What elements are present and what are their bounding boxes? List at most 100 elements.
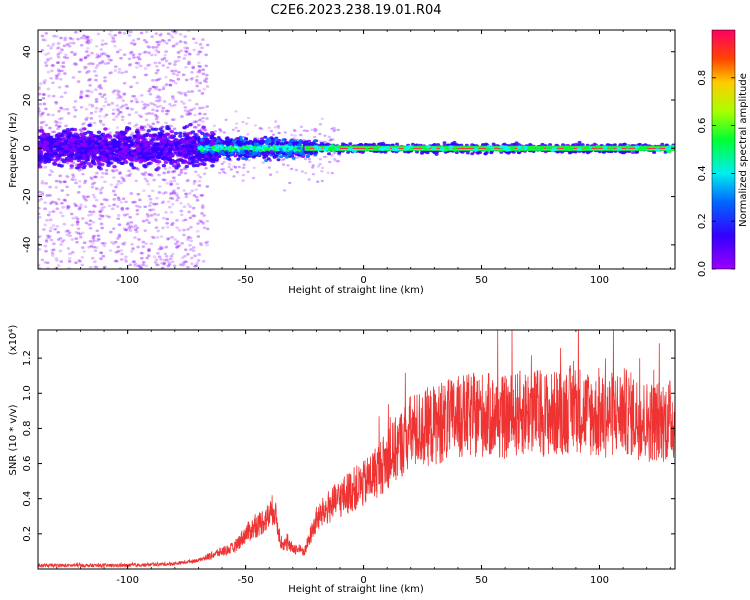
spectrogram-cell bbox=[155, 64, 159, 68]
spectrogram-cell bbox=[98, 217, 102, 221]
spectrogram-cell bbox=[100, 241, 105, 245]
spectrogram-cell bbox=[192, 194, 197, 197]
spectrogram-cell bbox=[139, 115, 143, 119]
spectrogram-cell bbox=[284, 141, 289, 145]
spectrogram-cell bbox=[120, 208, 125, 212]
spectrogram-cell bbox=[69, 37, 73, 40]
spectrogram-cell bbox=[44, 53, 48, 56]
spectrogram-cell bbox=[331, 138, 335, 141]
spectrogram-cell bbox=[79, 105, 84, 109]
spectrogram-cell bbox=[87, 69, 91, 73]
spectrogram-cell bbox=[270, 141, 275, 144]
spectrogram-cell bbox=[125, 107, 130, 110]
spectrogram-cell bbox=[70, 223, 75, 227]
spectrogram-cell bbox=[660, 142, 665, 146]
spectrogram-cell bbox=[135, 209, 140, 212]
spectrogram-cell bbox=[82, 241, 87, 245]
spectrogram-cell bbox=[159, 247, 163, 250]
spectrogram-cell bbox=[42, 228, 46, 231]
spectrogram-cell bbox=[155, 196, 159, 200]
spectrogram-cell bbox=[139, 126, 144, 130]
spectrogram-cell bbox=[177, 149, 183, 153]
spectrogram-cell bbox=[108, 131, 112, 135]
spectrogram-cell bbox=[72, 147, 77, 152]
spectrogram-cell bbox=[183, 254, 187, 258]
spectrogram-cell bbox=[40, 134, 45, 138]
spectrogram-cell bbox=[94, 246, 99, 249]
spectrogram-cell bbox=[198, 65, 203, 68]
spectrogram-cell bbox=[43, 223, 47, 227]
spectrogram-cell bbox=[99, 251, 103, 255]
spectrogram-cell bbox=[136, 133, 141, 137]
spectrogram-cell bbox=[165, 41, 169, 45]
spectrogram-cell bbox=[298, 151, 303, 155]
spectrogram-cell bbox=[128, 224, 133, 228]
spectrogram-cell bbox=[283, 189, 287, 192]
spectrogram-cell bbox=[90, 182, 95, 186]
spectrogram-cell bbox=[42, 120, 46, 124]
spectrogram-cell bbox=[203, 112, 207, 116]
spectrogram-cell bbox=[154, 71, 159, 75]
spectrogram-cell bbox=[185, 46, 190, 50]
spectrogram-cell bbox=[112, 242, 116, 246]
spectrogram-cell bbox=[162, 216, 166, 220]
spectrogram-cell bbox=[81, 122, 85, 126]
spectrogram-cell bbox=[41, 92, 46, 96]
spectrogram-cell bbox=[88, 103, 92, 107]
spectrogram-cell bbox=[171, 97, 175, 101]
spectrogram-cell bbox=[42, 80, 46, 84]
spectrogram-cell bbox=[198, 81, 203, 85]
spectrogram-cell bbox=[38, 109, 42, 113]
spectrogram-cell bbox=[99, 251, 103, 255]
spectrogram-cell bbox=[171, 252, 175, 256]
spectrogram-cell bbox=[114, 240, 118, 244]
spectrogram-cell bbox=[261, 161, 265, 164]
spectrogram-cell bbox=[251, 155, 256, 159]
spectrogram-cell bbox=[75, 166, 80, 170]
spectrogram-cell bbox=[159, 32, 164, 36]
spectrogram-cell bbox=[169, 129, 175, 134]
spectrogram-cell bbox=[56, 61, 61, 64]
spectrogram-cell bbox=[88, 78, 92, 81]
spectrogram-cell bbox=[104, 42, 108, 46]
spectrogram-cell bbox=[232, 165, 236, 168]
spectrogram-cell bbox=[301, 141, 306, 145]
spectrogram-cell bbox=[182, 125, 187, 130]
spectrogram-cell bbox=[45, 153, 50, 157]
spectrogram-cell bbox=[197, 253, 201, 256]
spectrogram-cell bbox=[187, 210, 191, 214]
spectrogram-cell bbox=[84, 221, 89, 225]
spectrogram-cell bbox=[127, 169, 131, 173]
spectrogram-cell bbox=[265, 150, 270, 154]
spectrogram-cell bbox=[98, 109, 103, 113]
spectrogram-cell bbox=[127, 34, 132, 37]
spectrogram-cell bbox=[95, 171, 99, 175]
spectrogram-cell bbox=[52, 148, 57, 153]
spectrogram-cell bbox=[113, 259, 118, 263]
spectrogram-cell bbox=[110, 207, 115, 211]
spectrogram-cell bbox=[118, 147, 123, 151]
spectrogram-cell bbox=[169, 78, 173, 82]
spectrogram-cell bbox=[88, 61, 93, 65]
spectrogram-cell bbox=[198, 50, 203, 54]
spectrogram-cell bbox=[126, 221, 131, 225]
spectrogram-cell bbox=[168, 205, 172, 209]
spectrogram-cell bbox=[113, 134, 118, 138]
spectrogram-cell bbox=[183, 171, 188, 175]
spectrogram-cell bbox=[138, 158, 143, 162]
spectrogram-cell bbox=[227, 165, 231, 169]
spectrogram-cell bbox=[145, 157, 150, 161]
spectrogram-cell bbox=[111, 169, 116, 173]
spectrogram-cell bbox=[48, 173, 52, 177]
spectrogram-cell bbox=[58, 174, 62, 178]
spectrogram-cell bbox=[73, 132, 78, 136]
spectrogram-cell bbox=[74, 204, 78, 207]
spectrogram-cell bbox=[246, 170, 250, 173]
spectrogram-cell bbox=[161, 64, 165, 67]
spectrogram-cell bbox=[332, 129, 336, 133]
spectrogram-cell bbox=[110, 102, 115, 105]
spectrogram-cell bbox=[214, 152, 219, 156]
spectrogram-cell bbox=[48, 235, 52, 238]
spectrogram-cell bbox=[228, 148, 233, 152]
spectrogram-cell bbox=[152, 178, 156, 182]
